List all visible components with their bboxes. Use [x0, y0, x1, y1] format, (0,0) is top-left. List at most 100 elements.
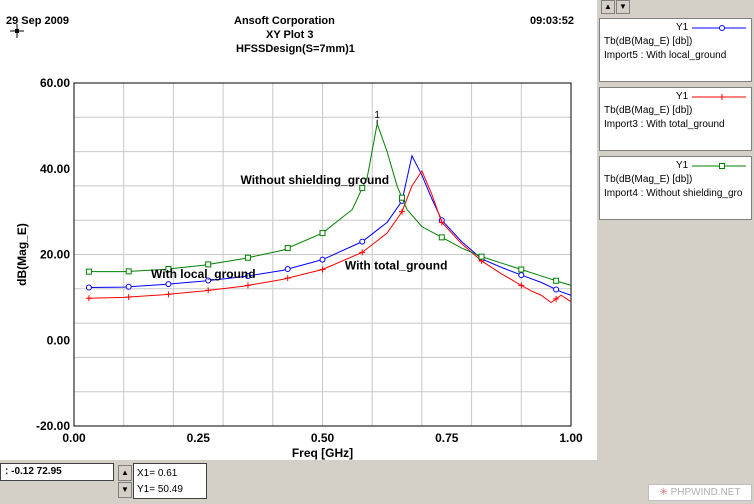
series-point — [359, 249, 366, 256]
series-point — [205, 287, 212, 294]
legend-source: Import4 : Without shielding_gro — [604, 188, 743, 199]
cursor-coords: : -0.12 72.95 — [0, 463, 114, 481]
legend-expression: Tb(dB(Mag_E) [db]) — [604, 105, 693, 116]
plot-area — [73, 82, 572, 427]
series-point — [399, 194, 406, 201]
series-point — [165, 281, 172, 288]
x-axis-label: Freq [GHz] — [292, 446, 353, 460]
legend-expression: Tb(dB(Mag_E) [db]) — [604, 36, 693, 47]
scroll-up-button[interactable]: ▲ — [601, 0, 615, 14]
legend-entry[interactable]: Y1 Tb(dB(Mag_E) [db]) Import3 : With total… — [599, 87, 752, 151]
series-line — [88, 169, 572, 304]
series-point — [125, 268, 132, 275]
series-line — [88, 154, 572, 296]
series-point — [518, 266, 525, 273]
legend-swatch-icon — [692, 94, 746, 100]
x-tick-label: 0.50 — [311, 431, 335, 445]
x-tick-label: 0.00 — [62, 431, 86, 445]
series-point — [719, 163, 725, 169]
legend-entry[interactable]: Y1 Tb(dB(Mag_E) [db]) Import4 : Without sh… — [599, 156, 752, 220]
watermark-text: PHPWIND.NET — [670, 487, 741, 498]
legend-y-axis: Y1 — [676, 160, 689, 171]
series-point — [125, 294, 132, 301]
series-point — [284, 275, 291, 282]
plot-window: 29 Sep 2009 Ansoft Corporation XY Plot 3… — [0, 0, 597, 460]
series-point — [319, 256, 326, 263]
grid — [73, 82, 572, 427]
plot-time: 09:03:52 — [530, 15, 575, 27]
series-point — [553, 277, 560, 284]
spin-down-button[interactable]: ▼ — [118, 482, 132, 498]
y-tick-label: -20.00 — [36, 419, 70, 433]
y-tick-label: 20.00 — [40, 248, 70, 262]
marker-readout: X1= 0.61 Y1= 50.49 — [133, 463, 207, 499]
series-point — [518, 272, 525, 279]
annotation-label: Without shielding_ground — [240, 173, 389, 187]
series-point — [438, 219, 445, 226]
series-point — [518, 282, 525, 289]
series-point — [319, 266, 326, 273]
series-with-total-ground — [85, 169, 572, 304]
series-point — [478, 253, 485, 260]
crosshair-icon — [10, 24, 24, 38]
y-axis-label: dB(Mag_E) — [15, 223, 29, 286]
y-tick-label: 60.00 — [40, 76, 70, 90]
legend-y-axis: Y1 — [676, 22, 689, 33]
marker-label: 1 — [374, 110, 380, 121]
plot-company: Ansoft Corporation — [234, 15, 335, 27]
legend-swatch-icon — [692, 25, 746, 31]
annotations: 1 Without shielding_ground With local_grou… — [151, 110, 447, 281]
legend-source: Import5 : With local_ground — [604, 50, 727, 61]
series-point — [85, 268, 92, 275]
series-point — [125, 283, 132, 290]
series-point — [319, 230, 326, 237]
series-without-shielding-ground — [85, 121, 572, 286]
x-tick-label: 1.00 — [559, 431, 583, 445]
series-point — [553, 286, 560, 293]
legend-expression: Tb(dB(Mag_E) [db]) — [604, 174, 693, 185]
legend-panel: ▲ ▼ Y1 Tb(dB(Mag_E) [db]) Import5 : With l… — [597, 0, 754, 504]
legend-source: Import3 : With total_ground — [604, 119, 725, 130]
series-point — [244, 254, 251, 261]
series-point — [359, 185, 366, 192]
marker-x1-value: X1= 0.61 — [137, 468, 178, 479]
x-tick-label: 0.25 — [187, 431, 211, 445]
series-point — [205, 261, 212, 268]
tick-labels: 0.00 0.25 0.50 0.75 1.00-20.000.0020.0040.00… — [36, 76, 583, 445]
series-point — [244, 272, 251, 279]
series-point — [284, 266, 291, 273]
series-point — [244, 282, 251, 289]
plot-design-name: HFSSDesign(S=7mm)1 — [236, 43, 355, 55]
series-point — [284, 245, 291, 252]
series-point — [165, 291, 172, 298]
watermark-star-icon: ✳ — [659, 487, 668, 498]
legend-entry[interactable]: Y1 Tb(dB(Mag_E) [db]) Import5 : With local… — [599, 18, 752, 82]
series-point — [85, 284, 92, 291]
series-point — [719, 94, 725, 100]
y-tick-label: 0.00 — [47, 333, 71, 347]
series-point — [205, 277, 212, 284]
series-point — [359, 238, 366, 245]
status-bar: : -0.12 72.95 ▲ ▼ X1= 0.61 Y1= 50.49 — [0, 460, 597, 504]
series-layer — [85, 121, 572, 304]
x-tick-label: 0.75 — [435, 431, 459, 445]
annotation-label: With local_ground — [151, 267, 256, 281]
series-point — [85, 295, 92, 302]
series-point — [553, 295, 560, 302]
series-with-local-ground — [85, 154, 572, 296]
spin-up-button[interactable]: ▲ — [118, 465, 132, 481]
legend-swatch-icon — [692, 163, 746, 169]
scroll-down-button[interactable]: ▼ — [616, 0, 630, 14]
plot-name: XY Plot 3 — [266, 29, 314, 41]
series-point — [165, 265, 172, 272]
legend-y-axis: Y1 — [676, 91, 689, 102]
series-line — [88, 121, 572, 286]
series-point — [399, 208, 406, 215]
series-point — [719, 25, 725, 31]
watermark: ✳ PHPWIND.NET — [648, 484, 752, 501]
xy-chart[interactable]: 0.00 0.25 0.50 0.75 1.00-20.000.0020.0040.00… — [0, 0, 597, 460]
series-point — [438, 234, 445, 241]
marker-y1-value: Y1= 50.49 — [137, 484, 183, 495]
plot-date: 29 Sep 2009 — [6, 15, 69, 27]
y-tick-label: 40.00 — [40, 162, 70, 176]
